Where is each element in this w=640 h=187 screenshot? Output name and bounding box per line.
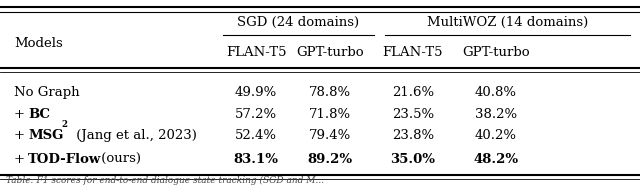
Text: MultiWOZ (14 domains): MultiWOZ (14 domains) — [428, 16, 588, 29]
Text: 57.2%: 57.2% — [235, 108, 277, 121]
Text: MSG: MSG — [28, 129, 63, 142]
Text: BC: BC — [28, 108, 50, 121]
Text: 40.2%: 40.2% — [475, 129, 517, 142]
Text: 23.5%: 23.5% — [392, 108, 434, 121]
Text: No Graph: No Graph — [14, 86, 80, 99]
Text: 40.8%: 40.8% — [475, 86, 517, 99]
Text: GPT-turbo: GPT-turbo — [296, 46, 364, 59]
Text: +: + — [14, 129, 25, 142]
Text: 89.2%: 89.2% — [307, 153, 352, 166]
Text: FLAN-T5: FLAN-T5 — [383, 46, 443, 59]
Text: 38.2%: 38.2% — [475, 108, 517, 121]
Text: 52.4%: 52.4% — [235, 129, 277, 142]
Text: 2: 2 — [61, 120, 67, 129]
Text: 49.9%: 49.9% — [235, 86, 277, 99]
Text: (ours): (ours) — [97, 153, 141, 166]
Text: 83.1%: 83.1% — [234, 153, 278, 166]
Text: 78.8%: 78.8% — [308, 86, 351, 99]
Text: Models: Models — [14, 36, 63, 50]
Text: 71.8%: 71.8% — [308, 108, 351, 121]
Text: 21.6%: 21.6% — [392, 86, 434, 99]
Text: 48.2%: 48.2% — [474, 153, 518, 166]
Text: 23.8%: 23.8% — [392, 129, 434, 142]
Text: GPT-turbo: GPT-turbo — [462, 46, 530, 59]
Text: Table: F1 scores for end-to-end dialogue state tracking (SGD and M...: Table: F1 scores for end-to-end dialogue… — [6, 176, 324, 185]
Text: 79.4%: 79.4% — [308, 129, 351, 142]
Text: SGD (24 domains): SGD (24 domains) — [237, 16, 359, 29]
Text: +: + — [14, 153, 25, 166]
Text: TOD-Flow: TOD-Flow — [28, 153, 101, 166]
Text: 35.0%: 35.0% — [390, 153, 435, 166]
Text: +: + — [14, 108, 25, 121]
Text: FLAN-T5: FLAN-T5 — [226, 46, 286, 59]
Text: (Jang et al., 2023): (Jang et al., 2023) — [72, 129, 196, 142]
